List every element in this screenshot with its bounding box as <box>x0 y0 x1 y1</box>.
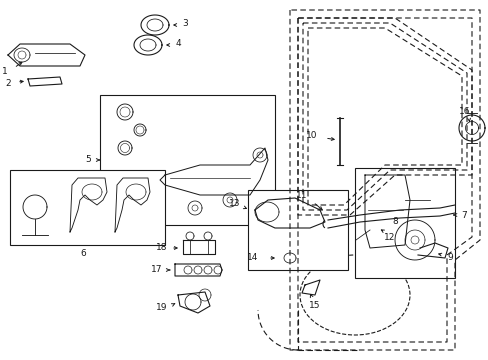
Text: 4: 4 <box>175 40 181 49</box>
Text: 14: 14 <box>247 253 258 262</box>
Text: 17: 17 <box>151 266 163 274</box>
Text: 12: 12 <box>384 234 395 243</box>
Text: 19: 19 <box>156 303 167 312</box>
Text: 16: 16 <box>458 108 470 117</box>
Bar <box>354 168 454 278</box>
Bar <box>247 190 347 270</box>
Text: 6: 6 <box>80 249 86 258</box>
Text: 13: 13 <box>229 198 240 207</box>
Text: 7: 7 <box>460 211 466 220</box>
Text: 15: 15 <box>308 301 320 310</box>
Text: 1: 1 <box>2 68 8 77</box>
Bar <box>10 170 164 245</box>
Text: 8: 8 <box>391 217 397 226</box>
Bar <box>100 95 274 225</box>
Text: 3: 3 <box>182 19 187 28</box>
Text: 11: 11 <box>296 190 307 199</box>
Text: 5: 5 <box>85 156 91 165</box>
Text: 18: 18 <box>156 243 167 252</box>
Text: 10: 10 <box>305 130 317 139</box>
Text: 2: 2 <box>5 78 11 87</box>
Text: 9: 9 <box>446 253 452 262</box>
